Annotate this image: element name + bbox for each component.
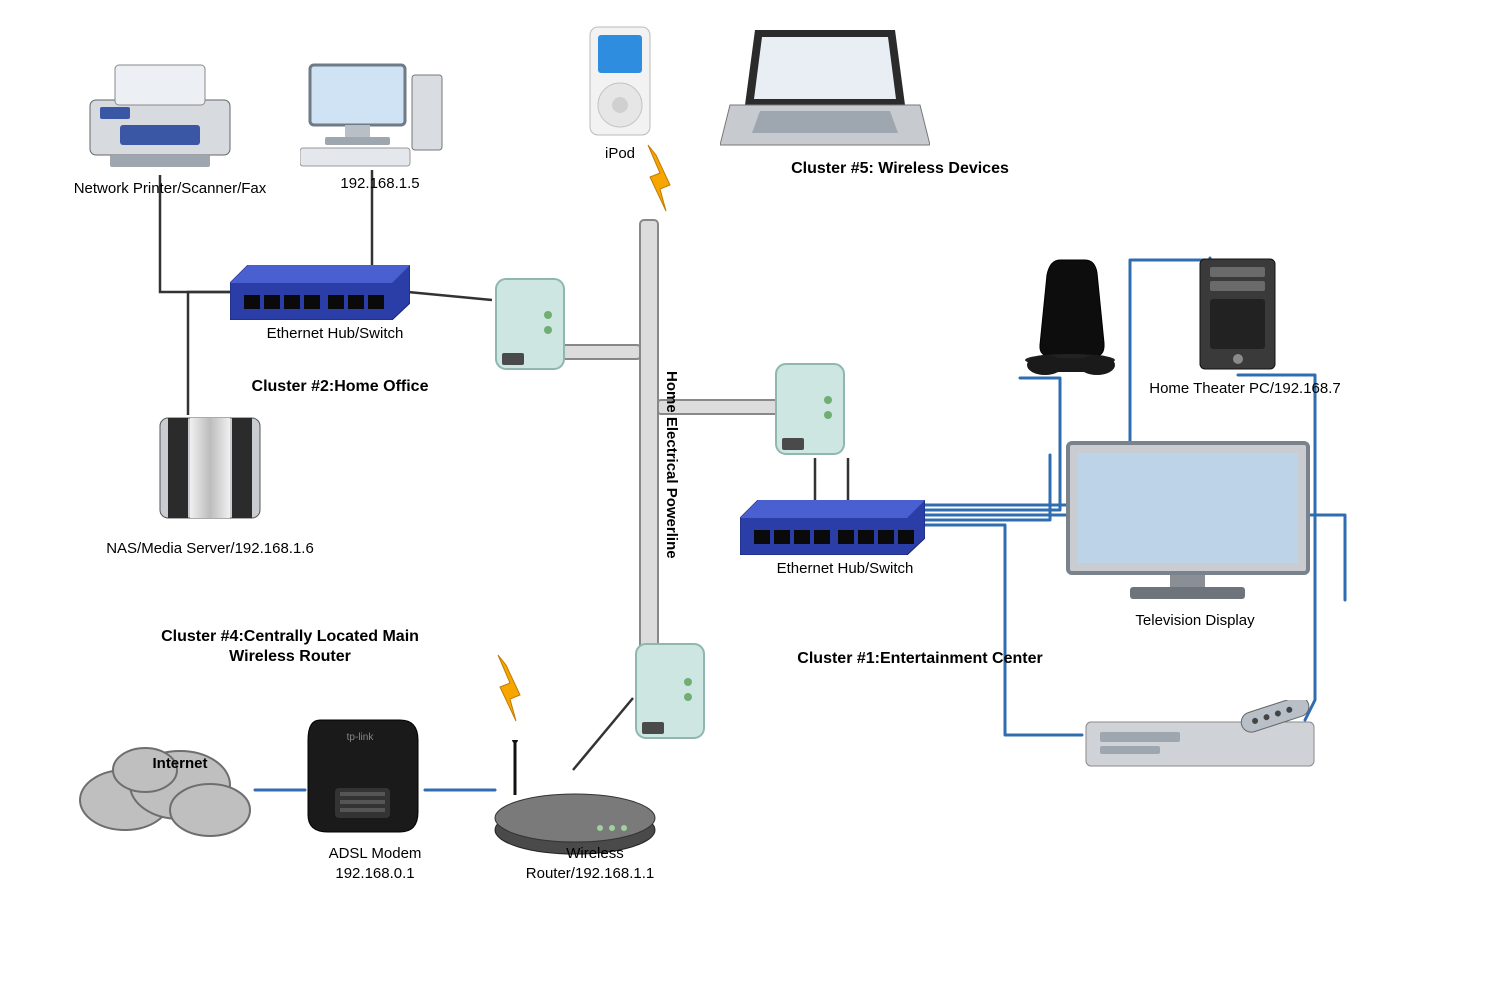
nas-icon	[140, 410, 280, 530]
ipod-label: iPod	[590, 145, 650, 162]
office-pc-ip-label: 192.168.1.5	[320, 175, 440, 192]
router-label-line1: Wireless	[545, 845, 645, 862]
modem-label-line1: ADSL Modem	[310, 845, 440, 862]
switch-2-label: Ethernet Hub/Switch	[245, 325, 425, 342]
dvd-player-icon	[1080, 700, 1320, 775]
wireless-router-icon	[490, 740, 660, 830]
internet-cloud-icon	[70, 730, 260, 850]
cluster-2-label: Cluster #2:Home Office	[225, 378, 455, 396]
ipod-icon	[580, 25, 660, 140]
modem-label-line2: 192.168.0.1	[310, 865, 440, 882]
printer-label: Network Printer/Scanner/Fax	[50, 180, 290, 197]
powerline-adapter-2-icon	[490, 275, 570, 375]
nas-label: NAS/Media Server/192.168.1.6	[70, 540, 350, 557]
office-pc-icon	[300, 60, 450, 170]
home-theater-pc-icon	[1190, 255, 1285, 375]
adsl-modem-icon: tp-link	[300, 710, 430, 840]
router-label-line2: Router/192.168.1.1	[490, 865, 690, 882]
htpc-label: Home Theater PC/192.168.7	[1115, 380, 1375, 397]
laptop-icon	[720, 25, 930, 155]
cluster-1-label: Cluster #1:Entertainment Center	[770, 650, 1070, 668]
powerline-adapter-1-icon	[770, 360, 850, 460]
cluster-4-label-line2: Wireless Router	[200, 648, 380, 666]
switch-1-label: Ethernet Hub/Switch	[755, 560, 935, 577]
ethernet-switch-2-icon	[230, 265, 410, 320]
cluster-5-label: Cluster #5: Wireless Devices	[770, 160, 1030, 178]
tv-label: Television Display	[1110, 612, 1280, 629]
ethernet-switch-1-icon	[740, 500, 925, 555]
cluster-4-label-line1: Cluster #4:Centrally Located Main	[130, 628, 450, 646]
ps3-icon	[1015, 255, 1125, 380]
television-icon	[1060, 435, 1315, 605]
powerline-label: Home Electrical Powerline	[660, 350, 680, 580]
powerline-adapter-4-icon	[630, 640, 710, 745]
network-diagram: Network Printer/Scanner/Fax 192.168.1.5 …	[0, 0, 1500, 1000]
printer-icon	[70, 55, 250, 175]
svg-text:tp-link: tp-link	[347, 732, 375, 743]
internet-label: Internet	[140, 755, 220, 772]
